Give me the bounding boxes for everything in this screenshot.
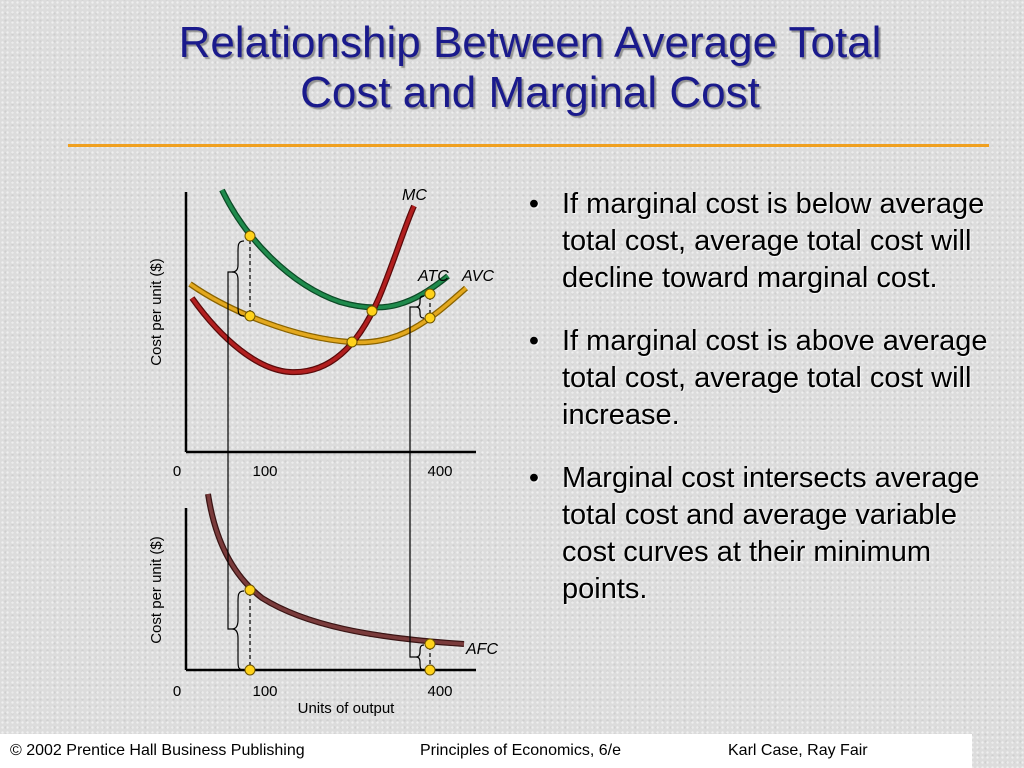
slide-title: Relationship Between Average Total Cost … bbox=[0, 18, 1024, 118]
avc-label: AVC bbox=[461, 268, 494, 285]
afc-label: AFC bbox=[465, 641, 498, 658]
footer-book-title: Principles of Economics, 6/e bbox=[420, 742, 621, 759]
atc-curve bbox=[220, 189, 450, 310]
bullet-marker: • bbox=[528, 325, 540, 357]
bottom-x-axis-label: Units of output bbox=[298, 700, 396, 717]
mc-curve bbox=[190, 205, 416, 374]
bottom-x-tick-400: 400 bbox=[427, 683, 452, 700]
bullet-item-3: • Marginal cost intersects average total… bbox=[520, 460, 990, 608]
footer-copyright: © 2002 Prentice Hall Business Publishing bbox=[10, 742, 305, 759]
top-y-axis-label: Cost per unit ($) bbox=[148, 258, 165, 366]
mc-label: MC bbox=[402, 187, 427, 204]
top-x-tick-100: 100 bbox=[252, 463, 277, 480]
brace-bottom-100 bbox=[231, 590, 245, 671]
bullet-text-2: If marginal cost is above average total … bbox=[562, 325, 988, 431]
bottom-x-tick-100: 100 bbox=[252, 683, 277, 700]
bullet-list: • If marginal cost is below average tota… bbox=[520, 186, 990, 634]
atc-label: ATC bbox=[417, 268, 449, 285]
top-x-tick-0: 0 bbox=[173, 463, 181, 480]
point-afc-400 bbox=[424, 638, 436, 650]
point-mc-atc-min bbox=[366, 305, 378, 317]
point-atc-100 bbox=[244, 230, 256, 242]
point-axis-400 bbox=[424, 664, 436, 676]
bottom-y-axis-label: Cost per unit ($) bbox=[148, 536, 165, 644]
title-underline bbox=[68, 144, 989, 147]
bottom-x-tick-0: 0 bbox=[173, 683, 181, 700]
point-axis-100 bbox=[244, 664, 256, 676]
slide-title-line-2: Cost and Marginal Cost bbox=[300, 68, 760, 117]
bullet-marker: • bbox=[528, 188, 540, 220]
bullet-item-2: • If marginal cost is above average tota… bbox=[520, 323, 990, 434]
footer-authors: Karl Case, Ray Fair bbox=[728, 742, 868, 759]
point-atc-400 bbox=[424, 288, 436, 300]
brace-top-100-lower bbox=[231, 271, 245, 317]
point-avc-400 bbox=[424, 312, 436, 324]
point-mc-avc-min bbox=[346, 336, 358, 348]
brace-bottom-400 bbox=[415, 644, 425, 671]
afc-curve-outline bbox=[205, 493, 465, 647]
point-afc-100 bbox=[244, 584, 256, 596]
afc-curve bbox=[206, 493, 465, 646]
bottom-panel: Cost per unit ($) 0 100 400 Units of out… bbox=[148, 493, 498, 717]
point-avc-100 bbox=[244, 310, 256, 322]
footer-bar: © 2002 Prentice Hall Business Publishing… bbox=[0, 734, 972, 768]
connector-400 bbox=[409, 306, 416, 658]
top-panel: Cost per unit ($) 0 100 400 MC ATC AVC bbox=[148, 187, 494, 480]
bullet-marker: • bbox=[528, 462, 540, 494]
bullet-item-1: • If marginal cost is below average tota… bbox=[520, 186, 990, 297]
slide-title-line-1: Relationship Between Average Total bbox=[178, 18, 882, 67]
brace-top-100-upper bbox=[231, 240, 245, 273]
top-x-tick-400: 400 bbox=[427, 463, 452, 480]
connector-100 bbox=[227, 271, 232, 630]
bullet-text-1: If marginal cost is below average total … bbox=[562, 188, 985, 294]
bullet-text-3: Marginal cost intersects average total c… bbox=[562, 462, 980, 605]
